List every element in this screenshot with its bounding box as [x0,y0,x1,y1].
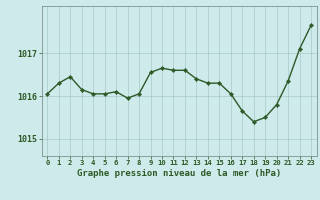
X-axis label: Graphe pression niveau de la mer (hPa): Graphe pression niveau de la mer (hPa) [77,169,281,178]
